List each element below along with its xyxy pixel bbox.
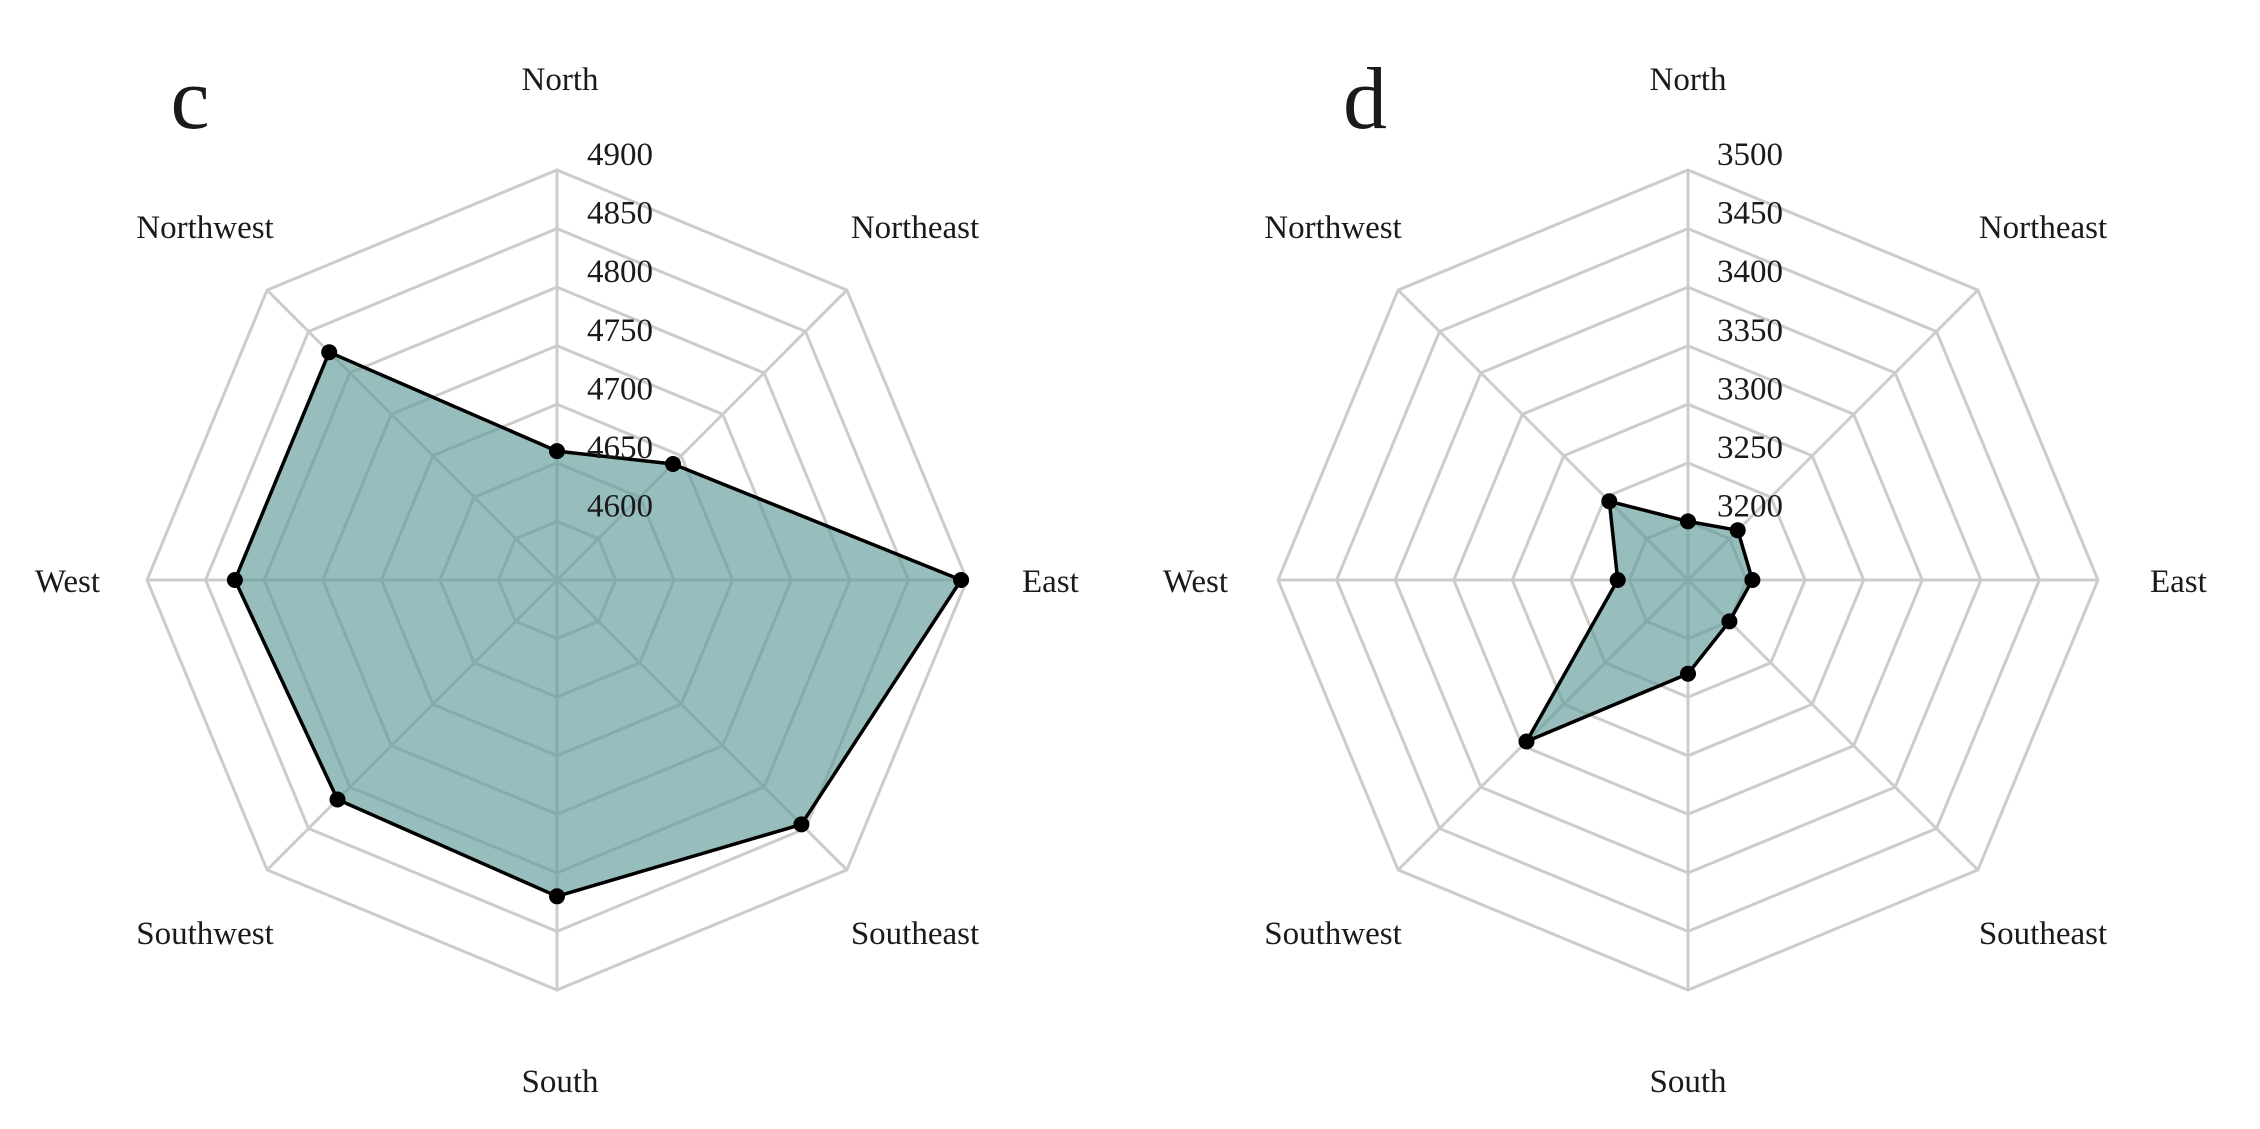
tick-label: 4800 xyxy=(587,254,653,290)
category-label-north: North xyxy=(522,62,599,98)
tick-label: 4650 xyxy=(587,430,653,466)
tick-label: 3200 xyxy=(1717,489,1783,525)
category-label-northwest: Northwest xyxy=(136,210,273,246)
category-label-south: South xyxy=(521,1064,599,1100)
tick-label: 3300 xyxy=(1717,371,1783,407)
category-label-east: East xyxy=(2150,564,2207,600)
data-point xyxy=(1609,572,1626,588)
tick-label: 4600 xyxy=(587,489,653,525)
data-point xyxy=(1601,493,1618,510)
tick-label: 4850 xyxy=(587,196,653,232)
data-area xyxy=(1524,499,1755,744)
radar-panel-d: 3500 3450 3400 3350 3300 3250 3200 North Northea… xyxy=(1163,51,2207,1100)
category-label-northwest: Northwest xyxy=(1264,210,1401,246)
tick-label: 3350 xyxy=(1717,313,1783,349)
data-point xyxy=(1680,665,1696,682)
data-point xyxy=(1680,513,1696,530)
data-point xyxy=(549,443,565,460)
tick-label: 3500 xyxy=(1717,137,1783,173)
category-label-east: East xyxy=(1022,564,1079,600)
category-label-northeast: Northeast xyxy=(851,210,979,246)
data-point xyxy=(1729,522,1746,539)
panel-label: c xyxy=(170,51,209,148)
data-point xyxy=(665,456,681,472)
category-label-southwest: Southwest xyxy=(136,916,274,952)
category-label-southeast: Southeast xyxy=(851,916,979,952)
category-label-south: South xyxy=(1649,1064,1727,1100)
data-point xyxy=(549,888,565,905)
data-point xyxy=(1721,613,1738,630)
radar-panel-c: 4900 4850 4800 4750 4700 4650 4600 North Northea… xyxy=(35,51,1079,1100)
tick-label: 3250 xyxy=(1717,430,1783,466)
category-label-southeast: Southeast xyxy=(1979,916,2107,952)
tick-label: 4750 xyxy=(587,313,653,349)
panel-label: d xyxy=(1343,51,1387,148)
category-label-northeast: Northeast xyxy=(1979,210,2107,246)
category-label-north: North xyxy=(1650,62,1727,98)
data-point xyxy=(793,816,810,833)
tick-label: 4700 xyxy=(587,371,653,407)
category-label-west: West xyxy=(1163,564,1228,600)
data-point xyxy=(321,344,338,361)
data-point xyxy=(1518,733,1535,750)
tick-label: 4900 xyxy=(587,137,653,173)
data-point xyxy=(329,791,346,808)
category-label-west: West xyxy=(35,564,100,600)
data-point xyxy=(953,572,970,588)
data-point xyxy=(226,572,243,588)
tick-label: 3400 xyxy=(1717,254,1783,290)
data-point xyxy=(1744,572,1761,588)
grid-spoke xyxy=(1686,578,1979,871)
category-label-southwest: Southwest xyxy=(1264,916,1402,952)
tick-label: 3450 xyxy=(1717,196,1783,232)
